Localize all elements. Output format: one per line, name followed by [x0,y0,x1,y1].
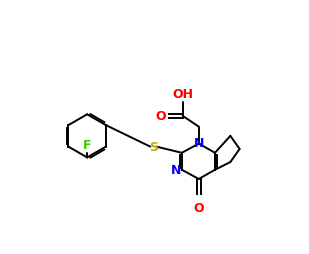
Text: N: N [171,164,181,177]
Text: OH: OH [172,87,193,100]
Text: O: O [155,110,166,123]
Text: N: N [194,137,204,150]
Text: S: S [149,140,158,153]
Text: O: O [193,201,204,214]
Text: F: F [83,139,91,152]
